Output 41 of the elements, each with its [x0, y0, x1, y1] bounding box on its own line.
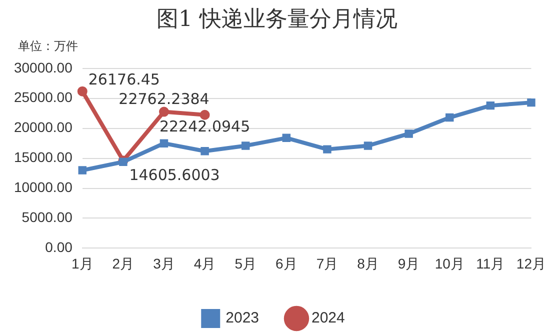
- x-tick-label: 2月: [112, 255, 134, 272]
- point: [527, 98, 536, 107]
- legend-label: 2024: [312, 310, 345, 327]
- x-tick-label: 12月: [516, 255, 546, 272]
- x-tick-label: 10月: [434, 255, 464, 272]
- data-label: 14605.6003: [129, 166, 220, 184]
- point: [282, 134, 291, 142]
- chart-title: 图1 快递业务量分月情况: [156, 6, 398, 34]
- y-tick-label: 20000.00: [14, 119, 73, 136]
- x-tick-label: 11月: [476, 255, 505, 272]
- y-tick-label: 25000.00: [14, 89, 73, 106]
- point: [323, 145, 332, 154]
- y-tick-label: 5000.00: [22, 209, 73, 226]
- x-tick-label: 7月: [316, 255, 338, 272]
- point: [78, 166, 87, 174]
- legend-label: 2023: [226, 310, 260, 327]
- point: [486, 101, 495, 110]
- point: [241, 142, 250, 150]
- y-tick-label: 10000.00: [14, 179, 73, 196]
- x-tick-label: 1月: [71, 255, 94, 272]
- x-tick-label: 9月: [398, 255, 420, 272]
- point: [445, 113, 454, 122]
- x-tick-label: 8月: [357, 255, 379, 272]
- y-tick-label: 15000.00: [14, 149, 73, 166]
- y-tick-label: 30000.00: [14, 59, 73, 76]
- x-tick-label: 3月: [153, 255, 175, 272]
- data-label: 26176.45: [88, 70, 160, 89]
- x-tick-label: 4月: [194, 255, 216, 272]
- point: [160, 139, 168, 148]
- x-tick-label: 6月: [276, 255, 298, 272]
- data-label: 22242.0945: [159, 117, 250, 136]
- point: [77, 86, 88, 96]
- point: [404, 130, 413, 138]
- x-tick-label: 5月: [234, 255, 256, 272]
- point: [200, 110, 210, 120]
- point: [364, 142, 372, 150]
- point: [158, 106, 169, 117]
- data-label: 22762.2384: [118, 90, 210, 108]
- text: 单位：万件: [18, 38, 78, 55]
- point: [200, 146, 209, 156]
- y-tick-label: 0.00: [45, 239, 73, 256]
